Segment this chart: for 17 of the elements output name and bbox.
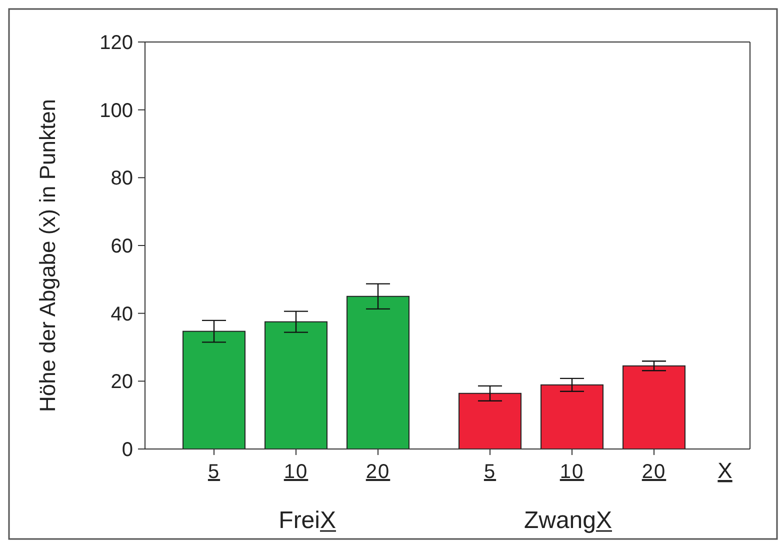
y-tick-label: 0: [122, 439, 133, 461]
x-tick-label: 5: [208, 461, 220, 483]
y-tick-label: 120: [100, 32, 133, 54]
x-tick-label: 10: [284, 461, 308, 483]
y-tick-label: 80: [110, 168, 133, 190]
y-tick-label: 40: [110, 303, 133, 326]
x-tick-label: 20: [366, 461, 390, 483]
y-tick-label: 60: [110, 236, 133, 258]
y-tick-label: 100: [100, 100, 133, 122]
x-tick-label: 5: [484, 461, 496, 483]
y-axis-title: Höhe der Abgabe (x) in Punkten: [35, 98, 60, 412]
text: X: [718, 458, 733, 483]
x-tick-label: 20: [642, 461, 666, 483]
y-tick-label: 20: [110, 371, 133, 394]
text: ZwangX: [524, 507, 612, 534]
x-tick-label: 10: [560, 461, 584, 483]
text: FreiX: [278, 507, 336, 534]
